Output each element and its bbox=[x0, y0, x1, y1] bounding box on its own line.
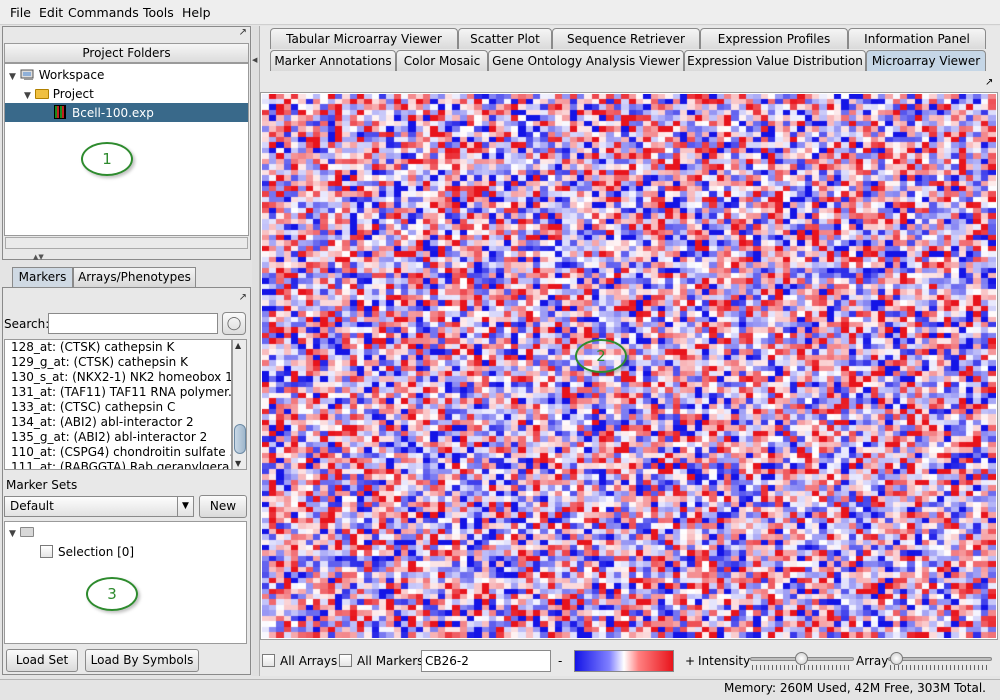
load-set-button[interactable]: Load Set bbox=[6, 649, 78, 672]
all-markers-toggle[interactable]: All Markers bbox=[339, 654, 423, 668]
tab-color-mosaic[interactable]: Color Mosaic bbox=[396, 50, 488, 71]
chevron-down-icon[interactable]: ▼ bbox=[177, 497, 193, 516]
maximize-arrow-icon[interactable]: ↗ bbox=[238, 292, 247, 303]
microarray-file-icon bbox=[54, 105, 66, 119]
tab-gene-ontology-analysis-viewer[interactable]: Gene Ontology Analysis Viewer bbox=[488, 50, 684, 71]
workspace-icon bbox=[20, 68, 36, 81]
tab-expression-profiles[interactable]: Expression Profiles bbox=[700, 28, 848, 49]
tab-tabular-microarray-viewer[interactable]: Tabular Microarray Viewer bbox=[270, 28, 458, 49]
tree-label: Bcell-100.exp bbox=[72, 106, 154, 120]
array-label: Array bbox=[856, 654, 889, 668]
tree-horizontal-scrollbar[interactable] bbox=[5, 237, 248, 249]
search-label: Search: bbox=[4, 317, 50, 331]
all-markers-checkbox[interactable] bbox=[339, 654, 352, 667]
scroll-down-arrow-icon[interactable]: ▼ bbox=[235, 459, 242, 468]
intensity-label: Intensity bbox=[698, 654, 751, 668]
new-button[interactable]: New bbox=[199, 495, 247, 518]
array-name-field[interactable] bbox=[421, 650, 551, 672]
list-item[interactable]: 128_at: (CTSK) cathepsin K bbox=[11, 340, 175, 354]
search-input[interactable] bbox=[48, 313, 218, 334]
load-by-symbols-button[interactable]: Load By Symbols bbox=[85, 649, 199, 672]
menu-bar: File Edit Commands Tools Help bbox=[0, 0, 1000, 25]
marker-list[interactable]: 128_at: (CTSK) cathepsin K 129_g_at: (CT… bbox=[4, 339, 232, 470]
expand-triangle-icon[interactable]: ▼ bbox=[9, 72, 16, 82]
list-item[interactable]: 130_s_at: (NKX2-1) NK2 homeobox 1 bbox=[11, 370, 232, 384]
menu-help[interactable]: Help bbox=[182, 5, 211, 20]
all-arrays-checkbox[interactable] bbox=[262, 654, 275, 667]
minus-label: - bbox=[558, 654, 563, 668]
array-slider-track[interactable] bbox=[888, 657, 992, 661]
all-arrays-label: All Arrays bbox=[280, 654, 338, 668]
expand-triangle-icon[interactable]: ▼ bbox=[24, 91, 31, 101]
list-item[interactable]: 133_at: (CTSC) cathepsin C bbox=[11, 400, 176, 414]
tab-markers[interactable]: Markers bbox=[12, 267, 73, 287]
scroll-up-arrow-icon[interactable]: ▲ bbox=[235, 341, 242, 350]
menu-file[interactable]: File bbox=[10, 5, 31, 20]
callout-2: 2 bbox=[575, 339, 627, 373]
list-item[interactable]: 129_g_at: (CTSK) cathepsin K bbox=[11, 355, 188, 369]
tab-information-panel[interactable]: Information Panel bbox=[848, 28, 986, 49]
split-divider[interactable]: ◀ bbox=[252, 26, 260, 676]
maximize-arrow-icon[interactable]: ↗ bbox=[985, 77, 994, 88]
status-bar bbox=[0, 679, 1000, 700]
tab-microarray-viewer[interactable]: Microarray Viewer bbox=[866, 50, 986, 71]
tab-scatter-plot[interactable]: Scatter Plot bbox=[458, 28, 552, 49]
list-item[interactable]: 134_at: (ABI2) abl-interactor 2 bbox=[11, 415, 194, 429]
marker-sets-value: Default bbox=[10, 499, 54, 513]
tree-item-selection[interactable]: Selection [0] bbox=[40, 543, 134, 561]
all-arrays-toggle[interactable]: All Arrays bbox=[262, 654, 337, 668]
maximize-arrow-icon[interactable]: ↗ bbox=[238, 27, 247, 38]
microarray-heatmap[interactable] bbox=[262, 94, 996, 638]
callout-3: 3 bbox=[86, 577, 138, 611]
callout-1: 1 bbox=[81, 142, 133, 176]
folder-icon bbox=[19, 527, 34, 537]
tree-item-file[interactable]: Bcell-100.exp bbox=[54, 104, 154, 122]
tree-item-workspace[interactable]: ▼ Workspace bbox=[9, 66, 104, 84]
list-item[interactable]: 135_g_at: (ABI2) abl-interactor 2 bbox=[11, 430, 208, 444]
marker-list-scrollbar[interactable]: ▲ ▼ bbox=[232, 339, 247, 470]
list-item[interactable]: 131_at: (TAF11) TAF11 RNA polymer... bbox=[11, 385, 232, 399]
tab-arrays-phenotypes[interactable]: Arrays/Phenotypes bbox=[73, 267, 196, 287]
folder-icon bbox=[34, 89, 49, 99]
tab-expression-value-distribution[interactable]: Expression Value Distribution bbox=[684, 50, 866, 71]
scrollbar-thumb[interactable] bbox=[234, 424, 246, 454]
tree-label: Workspace bbox=[38, 68, 105, 82]
color-scale-bar bbox=[574, 650, 674, 672]
list-item[interactable]: 110_at: (CSPG4) chondroitin sulfate ... bbox=[11, 445, 232, 459]
intensity-slider-ticks bbox=[752, 665, 852, 670]
menu-edit[interactable]: Edit bbox=[39, 5, 64, 20]
split-arrows-icon[interactable]: ▲▼ bbox=[33, 253, 44, 261]
lightbulb-button[interactable]: ◯ bbox=[222, 312, 246, 335]
memory-status: Memory: 260M Used, 42M Free, 303M Total. bbox=[724, 681, 986, 695]
collapse-left-icon[interactable]: ◀ bbox=[252, 56, 258, 64]
project-folders-header: Project Folders bbox=[4, 43, 249, 63]
list-item[interactable]: 111_at: (RABGGTA) Rab geranylgera... bbox=[11, 460, 232, 470]
intensity-slider-thumb[interactable] bbox=[795, 652, 808, 665]
all-markers-label: All Markers bbox=[357, 654, 424, 668]
tree-item-root[interactable]: ▼ bbox=[9, 523, 38, 541]
array-slider-ticks bbox=[890, 665, 990, 670]
menu-tools[interactable]: Tools bbox=[143, 5, 174, 20]
tab-marker-annotations[interactable]: Marker Annotations bbox=[270, 50, 396, 71]
menu-commands[interactable]: Commands bbox=[68, 5, 139, 20]
plus-label: + bbox=[685, 654, 696, 668]
expand-triangle-icon[interactable]: ▼ bbox=[9, 529, 16, 539]
tree-item-project[interactable]: ▼ Project bbox=[24, 85, 94, 103]
tab-sequence-retriever[interactable]: Sequence Retriever bbox=[552, 28, 700, 49]
tree-label: Project bbox=[52, 87, 94, 101]
marker-sets-label: Marker Sets bbox=[6, 478, 78, 492]
lightbulb-icon: ◯ bbox=[226, 316, 242, 331]
marker-sets-select[interactable]: Default ▼ bbox=[4, 496, 194, 517]
array-slider-thumb[interactable] bbox=[890, 652, 903, 665]
selection-label: Selection [0] bbox=[58, 545, 135, 559]
selection-checkbox[interactable] bbox=[40, 545, 53, 558]
